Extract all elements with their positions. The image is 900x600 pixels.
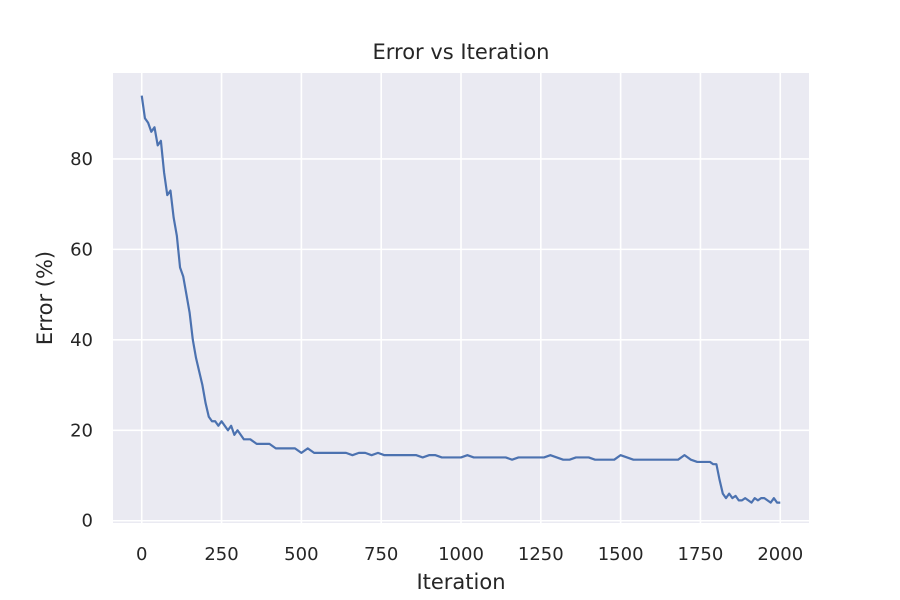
x-tick-label: 1000 bbox=[438, 544, 484, 565]
y-tick-label: 60 bbox=[70, 239, 93, 260]
x-tick-label: 2000 bbox=[757, 544, 803, 565]
x-tick-label: 1250 bbox=[518, 544, 564, 565]
y-tick-label: 0 bbox=[82, 511, 93, 532]
y-axis-title: Error (%) bbox=[33, 251, 57, 345]
grid-lines bbox=[113, 73, 809, 523]
x-tick-labels: 0 250 500 750 1000 1250 1500 1750 2000 bbox=[136, 544, 803, 565]
chart-title: Error vs Iteration bbox=[373, 40, 550, 64]
x-axis-title: Iteration bbox=[416, 570, 505, 594]
error-line bbox=[140, 95, 781, 504]
x-tick-label: 250 bbox=[204, 544, 238, 565]
y-tick-label: 20 bbox=[70, 420, 93, 441]
x-tick-label: 500 bbox=[284, 544, 318, 565]
y-tick-label: 40 bbox=[70, 330, 93, 351]
x-tick-label: 1750 bbox=[678, 544, 724, 565]
x-tick-label: 750 bbox=[364, 544, 398, 565]
y-tick-labels: 0 20 40 60 80 bbox=[70, 149, 93, 532]
y-tick-label: 80 bbox=[70, 149, 93, 170]
x-tick-label: 0 bbox=[136, 544, 147, 565]
x-tick-label: 1500 bbox=[598, 544, 644, 565]
